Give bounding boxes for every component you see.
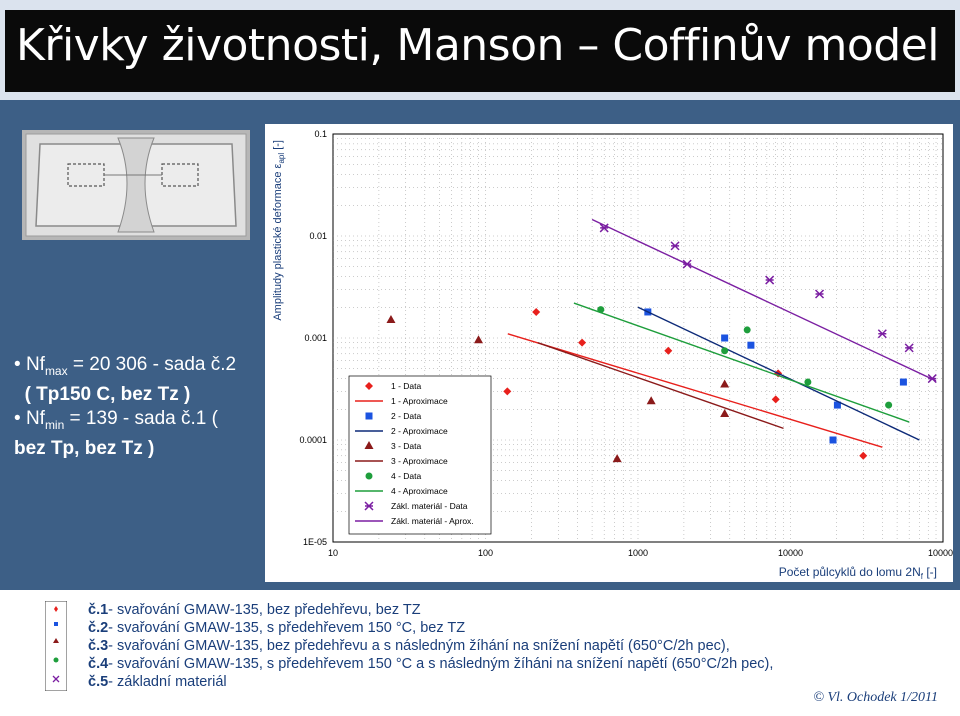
data-point (833, 401, 841, 409)
y-tick-label: 0.1 (314, 129, 327, 139)
fatigue-chart: 10 100 1000 10000 100000 1E-05 0.0001 0.001 0.01… (265, 124, 953, 582)
note-circle-icon (53, 657, 59, 663)
legend-label: 4 - Aproximace (391, 486, 448, 496)
data-point (771, 395, 780, 404)
y-tick-label: 0.001 (304, 333, 327, 343)
title-bar (5, 10, 955, 92)
bullet-nfmin: • Nfmin = 139 - sada č.1 ( (14, 407, 218, 432)
data-point (877, 329, 887, 339)
legend-label: Zákl. materiál - Data (391, 501, 468, 511)
legend-box (348, 375, 492, 535)
data-point (599, 223, 609, 233)
series-line-7 (573, 302, 910, 423)
note-row: č.5- základní materiál (88, 674, 227, 690)
data-point (664, 346, 673, 355)
legend-marker (365, 382, 373, 390)
note-square-icon (54, 622, 58, 626)
note-diamond-icon (54, 606, 58, 612)
slide-title: Křivky životnosti, Manson – Coffinův mod… (16, 20, 940, 71)
data-point (721, 347, 729, 355)
specimen-photo (22, 130, 250, 240)
x-axis-label: Počet půlcyklů do lomu 2Nf [-] (779, 565, 937, 581)
data-point (904, 343, 914, 353)
data-point (721, 334, 729, 342)
legend-label: Zákl. materiál - Aprox. (391, 516, 474, 526)
data-point (612, 454, 622, 463)
bullet-nfmin-note: bez Tp, bez Tz ) (14, 437, 155, 459)
footer-credit: © Vl. Ochodek 1/2011 (813, 690, 938, 705)
data-point (386, 315, 396, 324)
x-tick-label: 100000 (928, 548, 953, 558)
legend-label: 3 - Data (391, 441, 422, 451)
data-point (899, 378, 907, 386)
data-point (646, 396, 656, 405)
data-point (859, 451, 868, 460)
bullet-nfmax-note: ( Tp150 C, bez Tz ) (24, 383, 191, 405)
specimen-notes: č.1- svařování GMAW-135, bez předehřevu,… (88, 601, 773, 691)
note-triangle-icon (53, 638, 59, 643)
legend-marker (365, 472, 373, 480)
note-row: č.1- svařování GMAW-135, bez předehřevu,… (88, 602, 421, 618)
data-point (804, 378, 812, 386)
data-point (720, 408, 730, 417)
note-row: č.3- svařování GMAW-135, bez předehřevu … (88, 638, 730, 654)
data-point (747, 341, 755, 349)
data-point (474, 335, 484, 344)
y-tick-label: 0.01 (309, 231, 327, 241)
legend-marker (364, 501, 374, 511)
legend-label: 2 - Aproximace (391, 426, 448, 436)
x-tick-label: 10000 (778, 548, 803, 558)
y-axis-label: Amplitudy plastické deformace εapl [-] (272, 140, 286, 321)
data-point (885, 401, 893, 409)
legend-label: 4 - Data (391, 471, 422, 481)
bullet-nfmax: • Nfmax = 20 306 - sada č.2 (14, 354, 237, 378)
legend-label: 1 - Data (391, 381, 422, 391)
data-point (765, 275, 775, 285)
legend-label: 3 - Aproximace (391, 456, 448, 466)
legend-marker (365, 412, 373, 420)
data-point (670, 241, 680, 251)
data-point (743, 326, 751, 334)
series-line-9 (591, 218, 937, 382)
y-tick-label: 1E-05 (303, 537, 327, 547)
data-point (720, 379, 730, 388)
series-line-1 (507, 333, 883, 448)
x-tick-label: 100 (478, 548, 493, 558)
data-point (503, 387, 512, 396)
note-row: č.4- svařování GMAW-135, s předehřevem 1… (88, 656, 774, 672)
notes-legend-symbols (45, 601, 67, 691)
x-tick-label: 1000 (628, 548, 648, 558)
legend-marker (364, 441, 374, 449)
data-point (532, 307, 541, 316)
series-line-3 (637, 306, 920, 441)
note-star-icon (52, 675, 60, 683)
legend-label: 2 - Data (391, 411, 422, 421)
y-tick-label: 0.0001 (299, 435, 327, 445)
note-row: č.2- svařování GMAW-135, s předehřevem 1… (88, 620, 466, 636)
legend-label: 1 - Aproximace (391, 396, 448, 406)
data-point (814, 289, 825, 299)
data-point (829, 436, 837, 444)
series-line-5 (537, 342, 784, 430)
data-point (578, 338, 587, 347)
x-tick-label: 10 (328, 548, 338, 558)
bullet-list: • Nfmax = 20 306 - sada č.2 ( Tp150 C, b… (14, 353, 266, 461)
